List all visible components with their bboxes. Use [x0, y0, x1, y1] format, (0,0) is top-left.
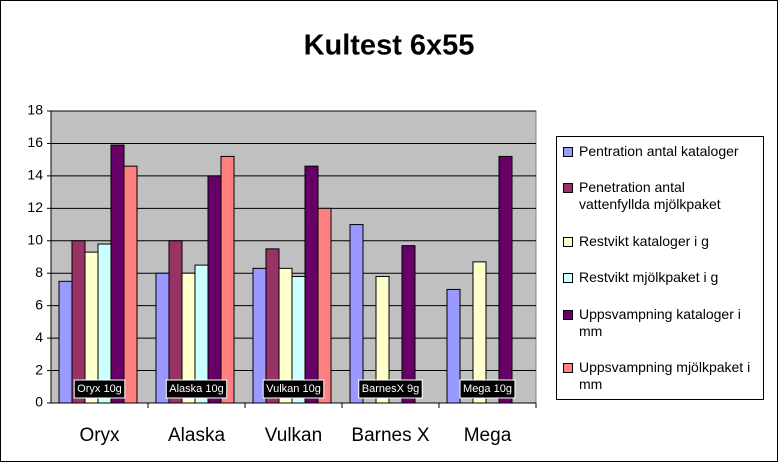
bar	[123, 165, 138, 404]
bar	[220, 155, 235, 404]
legend-item: Pentration antal kataloger	[561, 143, 759, 160]
legend-item: Uppsvampning mjölkpaket i mm	[561, 359, 759, 393]
x-tick-label: Oryx	[79, 425, 120, 446]
bar	[71, 240, 86, 404]
chart-title: Kultest 6x55	[304, 30, 475, 62]
bar	[401, 245, 416, 404]
y-tick-label: 12	[27, 199, 43, 215]
y-tick-label: 4	[35, 329, 43, 345]
legend-swatch	[563, 362, 573, 373]
y-tick-label: 2	[35, 361, 43, 377]
legend-label: Restvikt mjölkpaket i g	[579, 269, 719, 286]
x-tick-label: Alaska	[168, 425, 225, 446]
annotation-box	[165, 379, 228, 399]
y-tick-label: 18	[27, 102, 43, 118]
annotation: Vulkan 10g	[266, 383, 321, 395]
annotation-box	[459, 379, 516, 399]
annotation: Oryx 10g	[77, 383, 122, 395]
legend-swatch	[563, 309, 573, 320]
bar	[58, 280, 73, 404]
legend-label: Uppsvampning kataloger i mm	[579, 305, 741, 339]
bar	[304, 165, 319, 404]
x-tick-label: Mega	[464, 425, 512, 446]
annotation: BarnesX 9g	[362, 383, 419, 395]
bar	[446, 288, 461, 404]
legend-label: Uppsvampning mjölkpaket i mm	[579, 358, 751, 392]
annotation: Mega 10g	[463, 383, 512, 395]
legend-swatch	[563, 273, 573, 284]
bar	[498, 155, 513, 404]
y-tick-label: 10	[27, 231, 43, 247]
legend-item: Uppsvampning kataloger i mm	[561, 306, 759, 340]
legend-label: Penetration antal vattenfyllda mjölkpake…	[579, 179, 721, 213]
legend-swatch	[563, 183, 573, 194]
bar	[317, 207, 332, 404]
bar	[207, 175, 222, 404]
legend-item: Restvikt kataloger i g	[561, 233, 759, 250]
bar	[110, 144, 125, 404]
y-tick-label: 16	[27, 134, 43, 150]
x-tick-label: Barnes X	[351, 425, 429, 446]
legend-swatch	[563, 147, 573, 157]
annotation-box	[262, 379, 325, 399]
y-tick-label: 8	[35, 264, 43, 280]
bar	[472, 261, 487, 404]
legend: Pentration antal kataloger Penetration an…	[556, 136, 764, 400]
y-tick-label: 0	[35, 394, 43, 410]
annotation-box	[358, 379, 423, 399]
bar	[349, 224, 364, 404]
bar	[97, 243, 112, 404]
legend-label: Restvikt kataloger i g	[579, 232, 709, 249]
y-tick-label: 6	[35, 296, 43, 312]
x-tick-label: Vulkan	[265, 425, 322, 446]
bar	[168, 240, 183, 404]
bar	[375, 275, 390, 404]
legend-item: Restvikt mjölkpaket i g	[561, 269, 759, 286]
y-tick-label: 14	[27, 167, 43, 183]
legend-label: Pentration antal kataloger	[579, 143, 739, 159]
annotation: Alaska 10g	[169, 383, 223, 395]
annotation-box	[73, 379, 126, 399]
legend-item: Penetration antal vattenfyllda mjölkpake…	[561, 179, 759, 213]
legend-swatch	[563, 236, 573, 247]
